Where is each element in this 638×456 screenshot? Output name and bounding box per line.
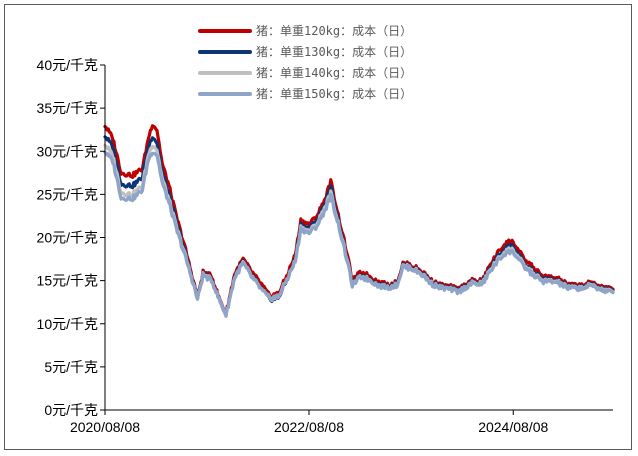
legend: 猪：单重120kg：成本（日） 猪：单重130kg：成本（日） 猪：单重140kg：…: [198, 24, 412, 101]
legend-label: 猪：单重120kg：成本（日）: [256, 24, 412, 38]
y-tick-label: 40元/千克: [37, 57, 98, 73]
legend-label: 猪：单重130kg：成本（日）: [256, 45, 412, 59]
x-tick-label: 2020/08/08: [70, 419, 140, 435]
y-tick-label: 15元/千克: [37, 273, 98, 289]
x-tick-label: 2022/08/08: [274, 419, 344, 435]
y-tick-label: 5元/千克: [44, 359, 98, 375]
series-layer: [103, 124, 615, 318]
series-line-4: [103, 150, 615, 318]
y-tick-label: 25元/千克: [37, 186, 98, 202]
series-line-1: [103, 124, 615, 317]
legend-label: 猪：单重150kg：成本（日）: [256, 87, 412, 101]
legend-label: 猪：单重140kg：成本（日）: [256, 66, 412, 80]
y-tick-label: 35元/千克: [37, 100, 98, 116]
y-tick-label: 20元/千克: [37, 230, 98, 246]
x-tick-label: 2024/08/08: [478, 419, 548, 435]
y-tick-label: 30元/千克: [37, 143, 98, 159]
y-tick-label: 10元/千克: [37, 316, 98, 332]
axes-layer: 0元/千克 5元/千克 10元/千克 15元/千克 20元/千克 25元/千克 30元/千克…: [37, 57, 613, 435]
y-tick-label: 0元/千克: [44, 402, 98, 418]
